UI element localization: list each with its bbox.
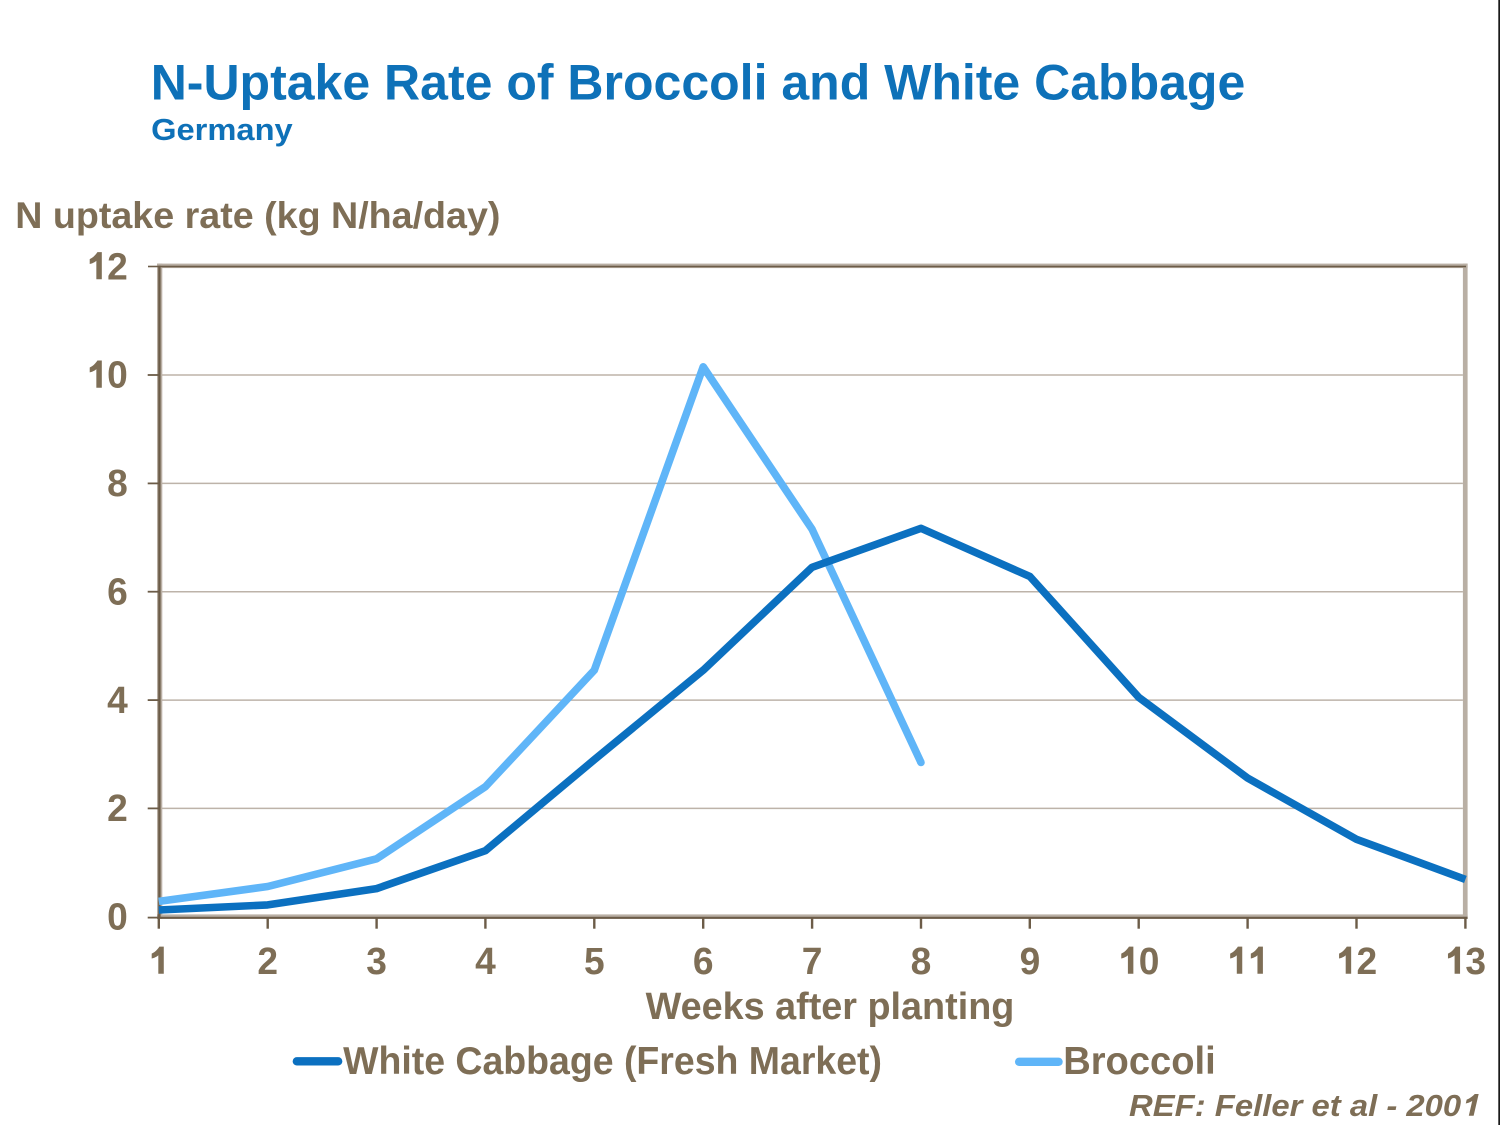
svg-text:5: 5 — [584, 939, 605, 982]
svg-text:Weeks after planting: Weeks after planting — [646, 986, 1015, 1028]
svg-text:2: 2 — [257, 939, 278, 982]
svg-text:6: 6 — [693, 939, 714, 982]
svg-text:2: 2 — [1357, 939, 1378, 982]
svg-text:0: 0 — [107, 895, 128, 938]
svg-text:2: 2 — [107, 787, 128, 830]
svg-text:8: 8 — [107, 462, 128, 505]
svg-text:0: 0 — [1139, 939, 1160, 982]
svg-text:2: 2 — [107, 245, 128, 288]
svg-text:9: 9 — [1020, 939, 1041, 982]
svg-text:Germany: Germany — [151, 112, 293, 147]
svg-text:Broccoli: Broccoli — [1063, 1040, 1215, 1083]
svg-text:6: 6 — [107, 570, 128, 613]
svg-text:3: 3 — [366, 939, 387, 982]
svg-text:REF: Feller et al - 200: REF: Feller et al - 200 — [1129, 1088, 1462, 1123]
svg-text:8: 8 — [911, 939, 932, 982]
svg-text:4: 4 — [107, 678, 128, 721]
svg-text:4: 4 — [475, 939, 496, 982]
svg-text:N uptake rate (kg N/ha/day): N uptake rate (kg N/ha/day) — [15, 194, 500, 236]
svg-text:N-Uptake Rate of Broccoli and: N-Uptake Rate of Broccoli and White Cabb… — [151, 55, 1246, 111]
svg-text:White Cabbage (Fresh Market): White Cabbage (Fresh Market) — [343, 1041, 882, 1084]
svg-text:7: 7 — [802, 939, 823, 982]
svg-text:0: 0 — [107, 353, 128, 396]
svg-text:3: 3 — [1465, 939, 1486, 982]
